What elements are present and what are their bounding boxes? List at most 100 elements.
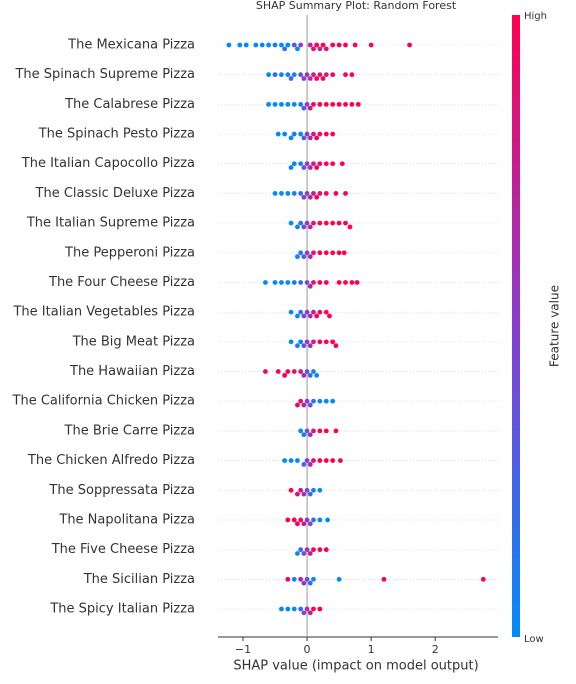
shap-point xyxy=(291,131,297,137)
shap-point xyxy=(285,576,291,582)
shap-point xyxy=(301,491,307,497)
shap-point xyxy=(323,280,329,285)
shap-point xyxy=(330,220,336,226)
shap-point xyxy=(272,191,278,196)
x-tick-label: −1 xyxy=(235,643,251,656)
shap-point xyxy=(336,280,342,285)
shap-point xyxy=(307,521,313,527)
shap-point xyxy=(381,576,387,582)
shap-point xyxy=(275,369,281,374)
shap-point xyxy=(317,161,323,167)
shap-point xyxy=(314,42,320,48)
shap-point xyxy=(295,402,300,408)
shap-point xyxy=(317,547,323,553)
shap-point xyxy=(298,101,304,107)
shap-point xyxy=(307,135,313,141)
feature-label: The California Chicken Pizza xyxy=(12,394,195,409)
shap-point xyxy=(307,343,313,349)
shap-point xyxy=(266,72,272,78)
shap-point xyxy=(295,458,300,463)
shap-point xyxy=(295,521,300,527)
shap-point xyxy=(307,105,313,111)
shap-point xyxy=(295,224,300,230)
x-tick-label: 1 xyxy=(368,643,375,656)
shap-point xyxy=(317,220,323,226)
shap-point xyxy=(298,576,304,582)
shap-point xyxy=(341,250,347,256)
shap-point xyxy=(288,458,294,463)
shap-point xyxy=(298,547,304,553)
feature-label: The Big Meat Pizza xyxy=(72,334,195,349)
shap-point xyxy=(304,191,310,196)
feature-label: The Mexicana Pizza xyxy=(67,38,195,53)
shap-point xyxy=(336,576,342,582)
shap-point xyxy=(307,610,313,616)
shap-point xyxy=(272,101,278,107)
shap-point xyxy=(325,517,330,523)
shap-point xyxy=(288,220,294,226)
shap-point xyxy=(304,428,310,434)
shap-point xyxy=(330,250,336,256)
shap-point xyxy=(311,606,316,612)
shap-point xyxy=(311,191,316,196)
shap-point xyxy=(349,101,355,107)
shap-point xyxy=(301,521,307,527)
shap-point xyxy=(243,42,249,48)
shap-point xyxy=(330,72,336,78)
shap-point xyxy=(323,72,329,78)
shap-point xyxy=(317,250,323,256)
shap-point xyxy=(285,369,291,374)
shap-point xyxy=(311,517,316,523)
shap-point xyxy=(301,76,307,81)
shap-point xyxy=(323,101,329,107)
shap-point xyxy=(301,105,307,111)
shap-point xyxy=(253,42,259,48)
shap-point xyxy=(307,432,313,438)
shap-point xyxy=(304,369,310,374)
chart-title: SHAP Summary Plot: Random Forest xyxy=(256,0,457,12)
shap-point xyxy=(343,42,348,48)
shap-point xyxy=(285,517,291,523)
shap-point xyxy=(330,339,336,345)
shap-point xyxy=(330,131,336,137)
shap-point xyxy=(279,280,284,285)
feature-label: The Sicilian Pizza xyxy=(83,572,195,587)
shap-point xyxy=(314,313,320,319)
shap-point xyxy=(304,250,310,256)
shap-point xyxy=(333,343,339,349)
shap-point xyxy=(298,339,304,345)
shap-point xyxy=(304,458,310,463)
shap-point xyxy=(282,458,288,463)
shap-point xyxy=(311,131,316,137)
colorbar-label: Feature value xyxy=(548,285,562,367)
shap-point xyxy=(298,369,304,374)
shap-point xyxy=(304,131,310,137)
shap-point xyxy=(343,220,348,226)
shap-point xyxy=(354,280,360,285)
shap-point xyxy=(311,398,316,404)
shap-point xyxy=(317,339,323,345)
shap-point xyxy=(301,254,307,260)
shap-point xyxy=(226,42,232,48)
shap-point xyxy=(307,580,313,586)
feature-label: The Classic Deluxe Pizza xyxy=(35,186,195,201)
shap-point xyxy=(266,42,272,48)
shap-point xyxy=(336,42,342,48)
shap-point xyxy=(311,280,316,285)
shap-point xyxy=(291,606,297,612)
shap-point xyxy=(317,131,323,137)
shap-point xyxy=(304,339,310,345)
feature-label: The Italian Vegetables Pizza xyxy=(12,305,195,320)
shap-point xyxy=(282,131,288,137)
shap-point xyxy=(311,161,316,167)
shap-point xyxy=(317,487,323,493)
x-axis-label: SHAP value (impact on model output) xyxy=(233,659,478,674)
shap-point xyxy=(307,462,313,467)
shap-point xyxy=(301,135,307,141)
shap-point xyxy=(291,42,297,48)
shap-point xyxy=(291,576,297,582)
shap-point xyxy=(285,42,291,48)
shap-point xyxy=(333,428,339,434)
shap-point xyxy=(323,220,329,226)
shap-point xyxy=(279,72,284,78)
